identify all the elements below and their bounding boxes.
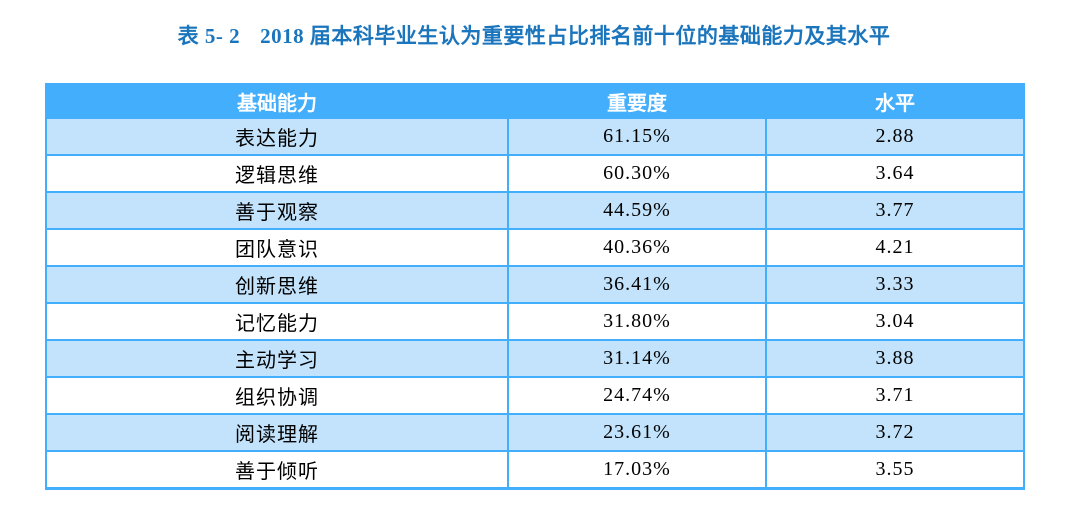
- table-row: 主动学习 31.14% 3.88: [45, 339, 1025, 378]
- importance-cell: 61.15%: [507, 117, 767, 156]
- ability-cell: 逻辑思维: [45, 154, 509, 193]
- ability-cell: 主动学习: [45, 339, 509, 378]
- table-row: 表达能力 61.15% 2.88: [45, 117, 1025, 156]
- level-cell: 3.55: [765, 450, 1025, 489]
- table-caption: 表 5- 2 2018 届本科毕业生认为重要性占比排名前十位的基础能力及其水平: [45, 20, 1023, 50]
- importance-cell: 23.61%: [507, 413, 767, 452]
- importance-cell: 31.80%: [507, 302, 767, 341]
- level-cell: 4.21: [765, 228, 1025, 267]
- importance-cell: 44.59%: [507, 191, 767, 230]
- importance-cell: 36.41%: [507, 265, 767, 304]
- importance-cell: 31.14%: [507, 339, 767, 378]
- header-cell-ability: 基础能力: [45, 83, 509, 119]
- importance-cell: 24.74%: [507, 376, 767, 415]
- level-cell: 3.64: [765, 154, 1025, 193]
- ability-cell: 善于观察: [45, 191, 509, 230]
- header-cell-level: 水平: [765, 83, 1025, 119]
- table-caption-number: 表 5- 2: [177, 24, 241, 48]
- level-cell: 3.04: [765, 302, 1025, 341]
- header-row: 基础能力 重要度 水平: [45, 83, 1025, 119]
- level-cell: 3.77: [765, 191, 1025, 230]
- table-row: 团队意识 40.36% 4.21: [45, 228, 1025, 267]
- table-row: 善于倾听 17.03% 3.55: [45, 450, 1025, 489]
- level-cell: 3.33: [765, 265, 1025, 304]
- ability-cell: 记忆能力: [45, 302, 509, 341]
- level-cell: 3.72: [765, 413, 1025, 452]
- table-row: 组织协调 24.74% 3.71: [45, 376, 1025, 415]
- ability-cell: 阅读理解: [45, 413, 509, 452]
- table-row: 记忆能力 31.80% 3.04: [45, 302, 1025, 341]
- ability-cell: 组织协调: [45, 376, 509, 415]
- table-row: 逻辑思维 60.30% 3.64: [45, 154, 1025, 193]
- level-cell: 2.88: [765, 117, 1025, 156]
- importance-cell: 60.30%: [507, 154, 767, 193]
- table-row: 创新思维 36.41% 3.33: [45, 265, 1025, 304]
- level-cell: 3.88: [765, 339, 1025, 378]
- level-cell: 3.71: [765, 376, 1025, 415]
- abilities-table: 基础能力 重要度 水平 表达能力 61.15% 2.88 逻辑思维 60.30% 3.64…: [45, 83, 1025, 490]
- ability-cell: 表达能力: [45, 117, 509, 156]
- header-cell-importance: 重要度: [507, 83, 767, 119]
- table-row: 善于观察 44.59% 3.77: [45, 191, 1025, 230]
- table-caption-text: 2018 届本科毕业生认为重要性占比排名前十位的基础能力及其水平: [260, 24, 891, 48]
- ability-cell: 团队意识: [45, 228, 509, 267]
- table-body: 表达能力 61.15% 2.88 逻辑思维 60.30% 3.64 善于观察 44.59% 3.…: [45, 117, 1025, 489]
- table-row: 阅读理解 23.61% 3.72: [45, 413, 1025, 452]
- ability-cell: 创新思维: [45, 265, 509, 304]
- ability-cell: 善于倾听: [45, 450, 509, 489]
- importance-cell: 17.03%: [507, 450, 767, 489]
- importance-cell: 40.36%: [507, 228, 767, 267]
